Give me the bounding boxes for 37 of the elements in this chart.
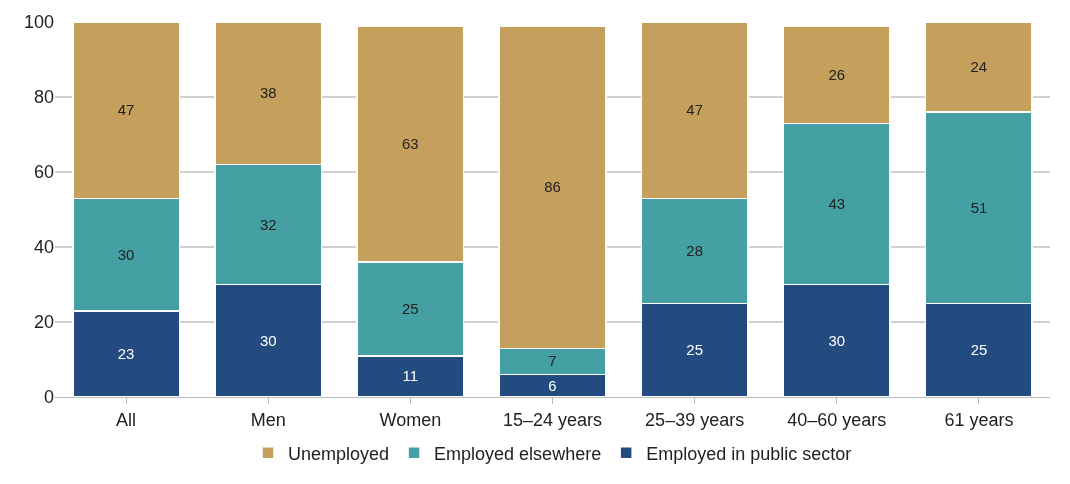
data-label: 43: [828, 194, 846, 212]
data-label: 47: [117, 101, 135, 119]
data-label: 86: [544, 178, 561, 196]
data-label: 25: [970, 341, 988, 359]
y-tick-label: 40: [33, 237, 54, 258]
y-tick-label: 80: [33, 87, 54, 108]
data-label: 26: [828, 65, 846, 83]
legend-label: Employed elsewhere: [434, 443, 602, 464]
y-tick-label: 60: [33, 162, 54, 183]
data-label: 47: [686, 101, 703, 119]
x-tick-label: All: [116, 409, 137, 430]
x-tick-label: 15–24 years: [502, 409, 603, 430]
data-label: 63: [402, 134, 419, 152]
data-label: 30: [828, 331, 846, 349]
legend-label: Employed in public sector: [646, 443, 852, 464]
x-tick-label: 61 years: [944, 409, 1014, 430]
data-label: 25: [402, 299, 419, 317]
data-label: 7: [548, 352, 557, 370]
legend-label: Unemployed: [288, 443, 390, 464]
data-label: 6: [548, 376, 557, 394]
y-tick-label: 100: [23, 12, 54, 33]
data-label: 28: [686, 241, 703, 259]
data-label: 30: [259, 331, 277, 349]
x-tick-label: Men: [250, 409, 286, 430]
data-label: 24: [970, 58, 988, 76]
data-label: 51: [970, 198, 988, 216]
y-tick-label: 0: [43, 387, 54, 408]
x-tick-label: 40–60 years: [787, 409, 887, 430]
data-label: 23: [117, 344, 135, 362]
data-label: 38: [259, 84, 277, 102]
data-label: 25: [686, 341, 703, 359]
x-tick-label: 25–39 years: [645, 409, 745, 430]
data-label: 30: [117, 245, 135, 263]
x-tick-label: Women: [379, 409, 442, 430]
data-label: 11: [402, 367, 419, 385]
data-label: 32: [259, 215, 277, 233]
y-tick-label: 20: [33, 312, 54, 333]
